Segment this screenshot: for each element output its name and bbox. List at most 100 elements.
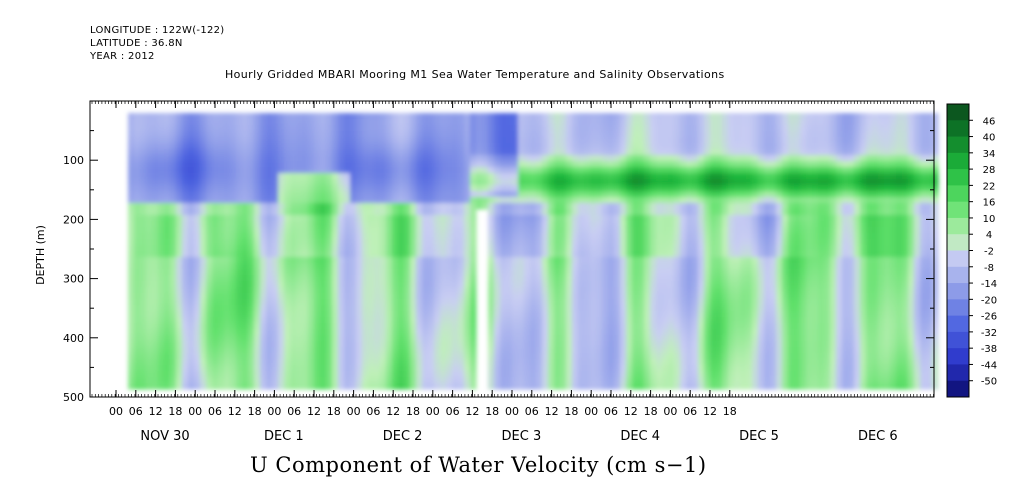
- heatmap-cell: [320, 263, 327, 270]
- heatmap-cell: [404, 137, 411, 144]
- heatmap-cell: [230, 263, 237, 270]
- heatmap-cell: [680, 287, 687, 294]
- heatmap-cell: [380, 341, 387, 348]
- heatmap-cell: [212, 155, 219, 162]
- heatmap-cell: [164, 383, 171, 390]
- heatmap-cell: [272, 347, 279, 354]
- heatmap-cell: [392, 347, 399, 354]
- heatmap-cell: [548, 281, 555, 288]
- heatmap-cell: [230, 377, 237, 384]
- heatmap-cell: [326, 299, 333, 306]
- heatmap-cell: [332, 215, 339, 222]
- heatmap-cell: [326, 233, 333, 240]
- heatmap-cell: [164, 335, 171, 342]
- heatmap-cell: [350, 119, 357, 126]
- heatmap-cell: [692, 263, 699, 270]
- heatmap-cell: [464, 311, 471, 318]
- heatmap-cell: [602, 365, 609, 372]
- heatmap-cell: [380, 239, 387, 246]
- heatmap-cell: [242, 167, 249, 174]
- heatmap-cell: [164, 113, 171, 120]
- heatmap-cell: [314, 305, 321, 312]
- heatmap-cell: [200, 311, 207, 318]
- heatmap-cell: [164, 185, 171, 192]
- heatmap-cell: [566, 245, 573, 252]
- heatmap-cell: [230, 137, 237, 144]
- heatmap-cell: [404, 365, 411, 372]
- heatmap-cell: [350, 233, 357, 240]
- heatmap-cell: [428, 311, 435, 318]
- heatmap-cell: [434, 131, 441, 138]
- heatmap-cell: [374, 137, 381, 144]
- heatmap-cell: [548, 371, 555, 378]
- heatmap-cell: [764, 311, 771, 318]
- heatmap-cell: [596, 305, 603, 312]
- heatmap-cell: [500, 239, 507, 246]
- heatmap-cell: [506, 167, 513, 174]
- heatmap-cell: [422, 311, 429, 318]
- heatmap-cell: [578, 173, 585, 180]
- heatmap-cell: [758, 119, 765, 126]
- heatmap-cell: [392, 275, 399, 282]
- heatmap-cell: [242, 353, 249, 360]
- heatmap-cell: [452, 383, 459, 390]
- heatmap-cell: [242, 311, 249, 318]
- heatmap-cell: [770, 191, 777, 198]
- heatmap-cell: [140, 257, 147, 264]
- heatmap-cell: [470, 371, 477, 378]
- heatmap-cell: [380, 233, 387, 240]
- heatmap-cell: [278, 281, 285, 288]
- heatmap-cell: [158, 167, 165, 174]
- heatmap-cell: [338, 233, 345, 240]
- heatmap-cell: [344, 149, 351, 156]
- heatmap-cell: [362, 191, 369, 198]
- heatmap-cell: [236, 251, 243, 258]
- heatmap-cell: [692, 125, 699, 132]
- heatmap-cell: [380, 383, 387, 390]
- heatmap-cell: [536, 335, 543, 342]
- heatmap-cell: [506, 353, 513, 360]
- heatmap-cell: [614, 155, 621, 162]
- heatmap-cell: [188, 131, 195, 138]
- heatmap-cell: [140, 197, 147, 204]
- heatmap-cell: [338, 239, 345, 246]
- heatmap-cell: [152, 287, 159, 294]
- heatmap-cell: [344, 113, 351, 120]
- heatmap-cell: [512, 209, 519, 216]
- heatmap-cell: [470, 209, 477, 216]
- heatmap-cell: [656, 137, 663, 144]
- heatmap-cell: [182, 179, 189, 186]
- heatmap-cell: [302, 191, 309, 198]
- heatmap-cell: [566, 377, 573, 384]
- heatmap-cell: [488, 191, 495, 198]
- heatmap-cell: [542, 287, 549, 294]
- heatmap-cell: [596, 377, 603, 384]
- heatmap-cell: [206, 131, 213, 138]
- heatmap-cell: [236, 143, 243, 150]
- heatmap-cell: [254, 305, 261, 312]
- heatmap-cell: [470, 335, 477, 342]
- heatmap-cell: [308, 353, 315, 360]
- heatmap-cell: [596, 281, 603, 288]
- heatmap-cell: [416, 125, 423, 132]
- heatmap-cell: [584, 377, 591, 384]
- heatmap-cell: [518, 239, 525, 246]
- heatmap-cell: [458, 383, 465, 390]
- heatmap-cell: [746, 221, 753, 228]
- heatmap-cell: [692, 143, 699, 150]
- heatmap-cell: [428, 323, 435, 330]
- heatmap-cell: [620, 257, 627, 264]
- heatmap-cell: [686, 293, 693, 300]
- heatmap-cell: [530, 143, 537, 150]
- heatmap-cell: [590, 251, 597, 258]
- heatmap-cell: [392, 263, 399, 270]
- heatmap-cell: [428, 149, 435, 156]
- heatmap-cell: [182, 281, 189, 288]
- heatmap-cell: [368, 329, 375, 336]
- heatmap-cell: [566, 113, 573, 120]
- heatmap-cell: [404, 233, 411, 240]
- heatmap-cell: [284, 227, 291, 234]
- heatmap-cell: [344, 233, 351, 240]
- heatmap-cell: [728, 125, 735, 132]
- heatmap-cell: [434, 137, 441, 144]
